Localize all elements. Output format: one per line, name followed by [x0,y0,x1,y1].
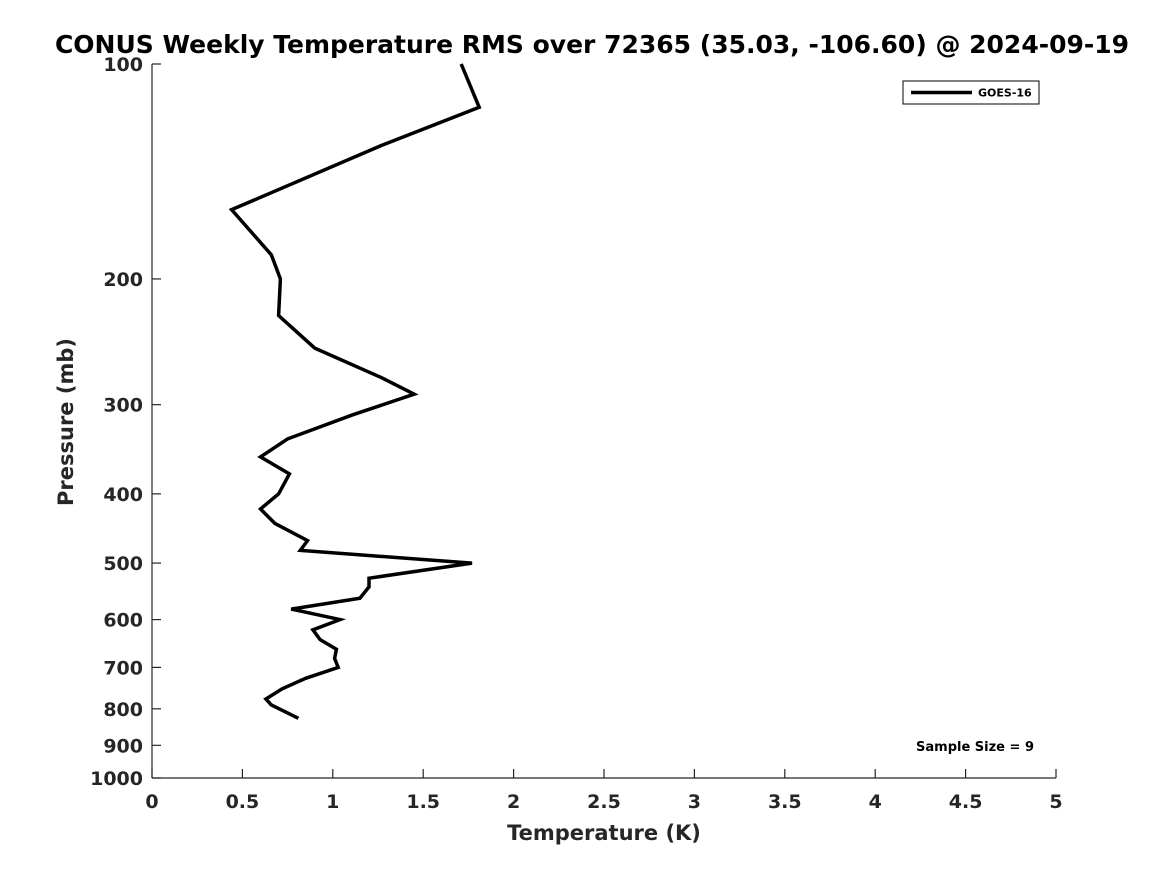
y-tick-label: 300 [103,395,143,417]
y-tick-label: 400 [103,484,143,506]
series-group [228,63,482,720]
y-axis-ticks: 100 200 300 400 500 600 700 800 900 1000 [90,54,161,790]
x-tick-label: 4 [869,791,882,813]
legend-entry-goes-16: GOES-16 [978,87,1032,100]
legend: GOES-16 [902,80,1040,105]
x-tick-label: 4.5 [949,791,983,813]
x-axis-ticks: 0 0.5 1 1.5 2 2.5 3 3.5 4 4.5 5 [145,769,1063,813]
y-tick-label: 500 [103,553,143,575]
y-tick-label: 900 [103,735,143,757]
y-axis-label: Pressure (mb) [54,338,78,506]
x-tick-label: 1.5 [406,791,440,813]
x-axis-label: Temperature (K) [507,821,701,845]
chart-title: CONUS Weekly Temperature RMS over 72365 … [55,30,1129,59]
x-tick-label: 3 [688,791,701,813]
x-tick-label: 3.5 [768,791,802,813]
y-tick-label: 600 [103,610,143,632]
sample-size-annotation: Sample Size = 9 [916,740,1034,755]
y-tick-label: 700 [103,657,143,679]
plot-area [151,64,1056,779]
x-tick-label: 5 [1049,791,1062,813]
y-tick-label: 100 [103,54,143,76]
y-tick-label: 800 [103,699,143,721]
x-tick-label: 0 [145,791,158,813]
x-tick-label: 0.5 [226,791,260,813]
series-line-goes-16 [228,63,482,720]
x-tick-label: 2.5 [587,791,621,813]
x-tick-label: 2 [507,791,520,813]
y-tick-label: 1000 [90,768,143,790]
y-tick-label: 200 [103,269,143,291]
x-tick-label: 1 [326,791,339,813]
